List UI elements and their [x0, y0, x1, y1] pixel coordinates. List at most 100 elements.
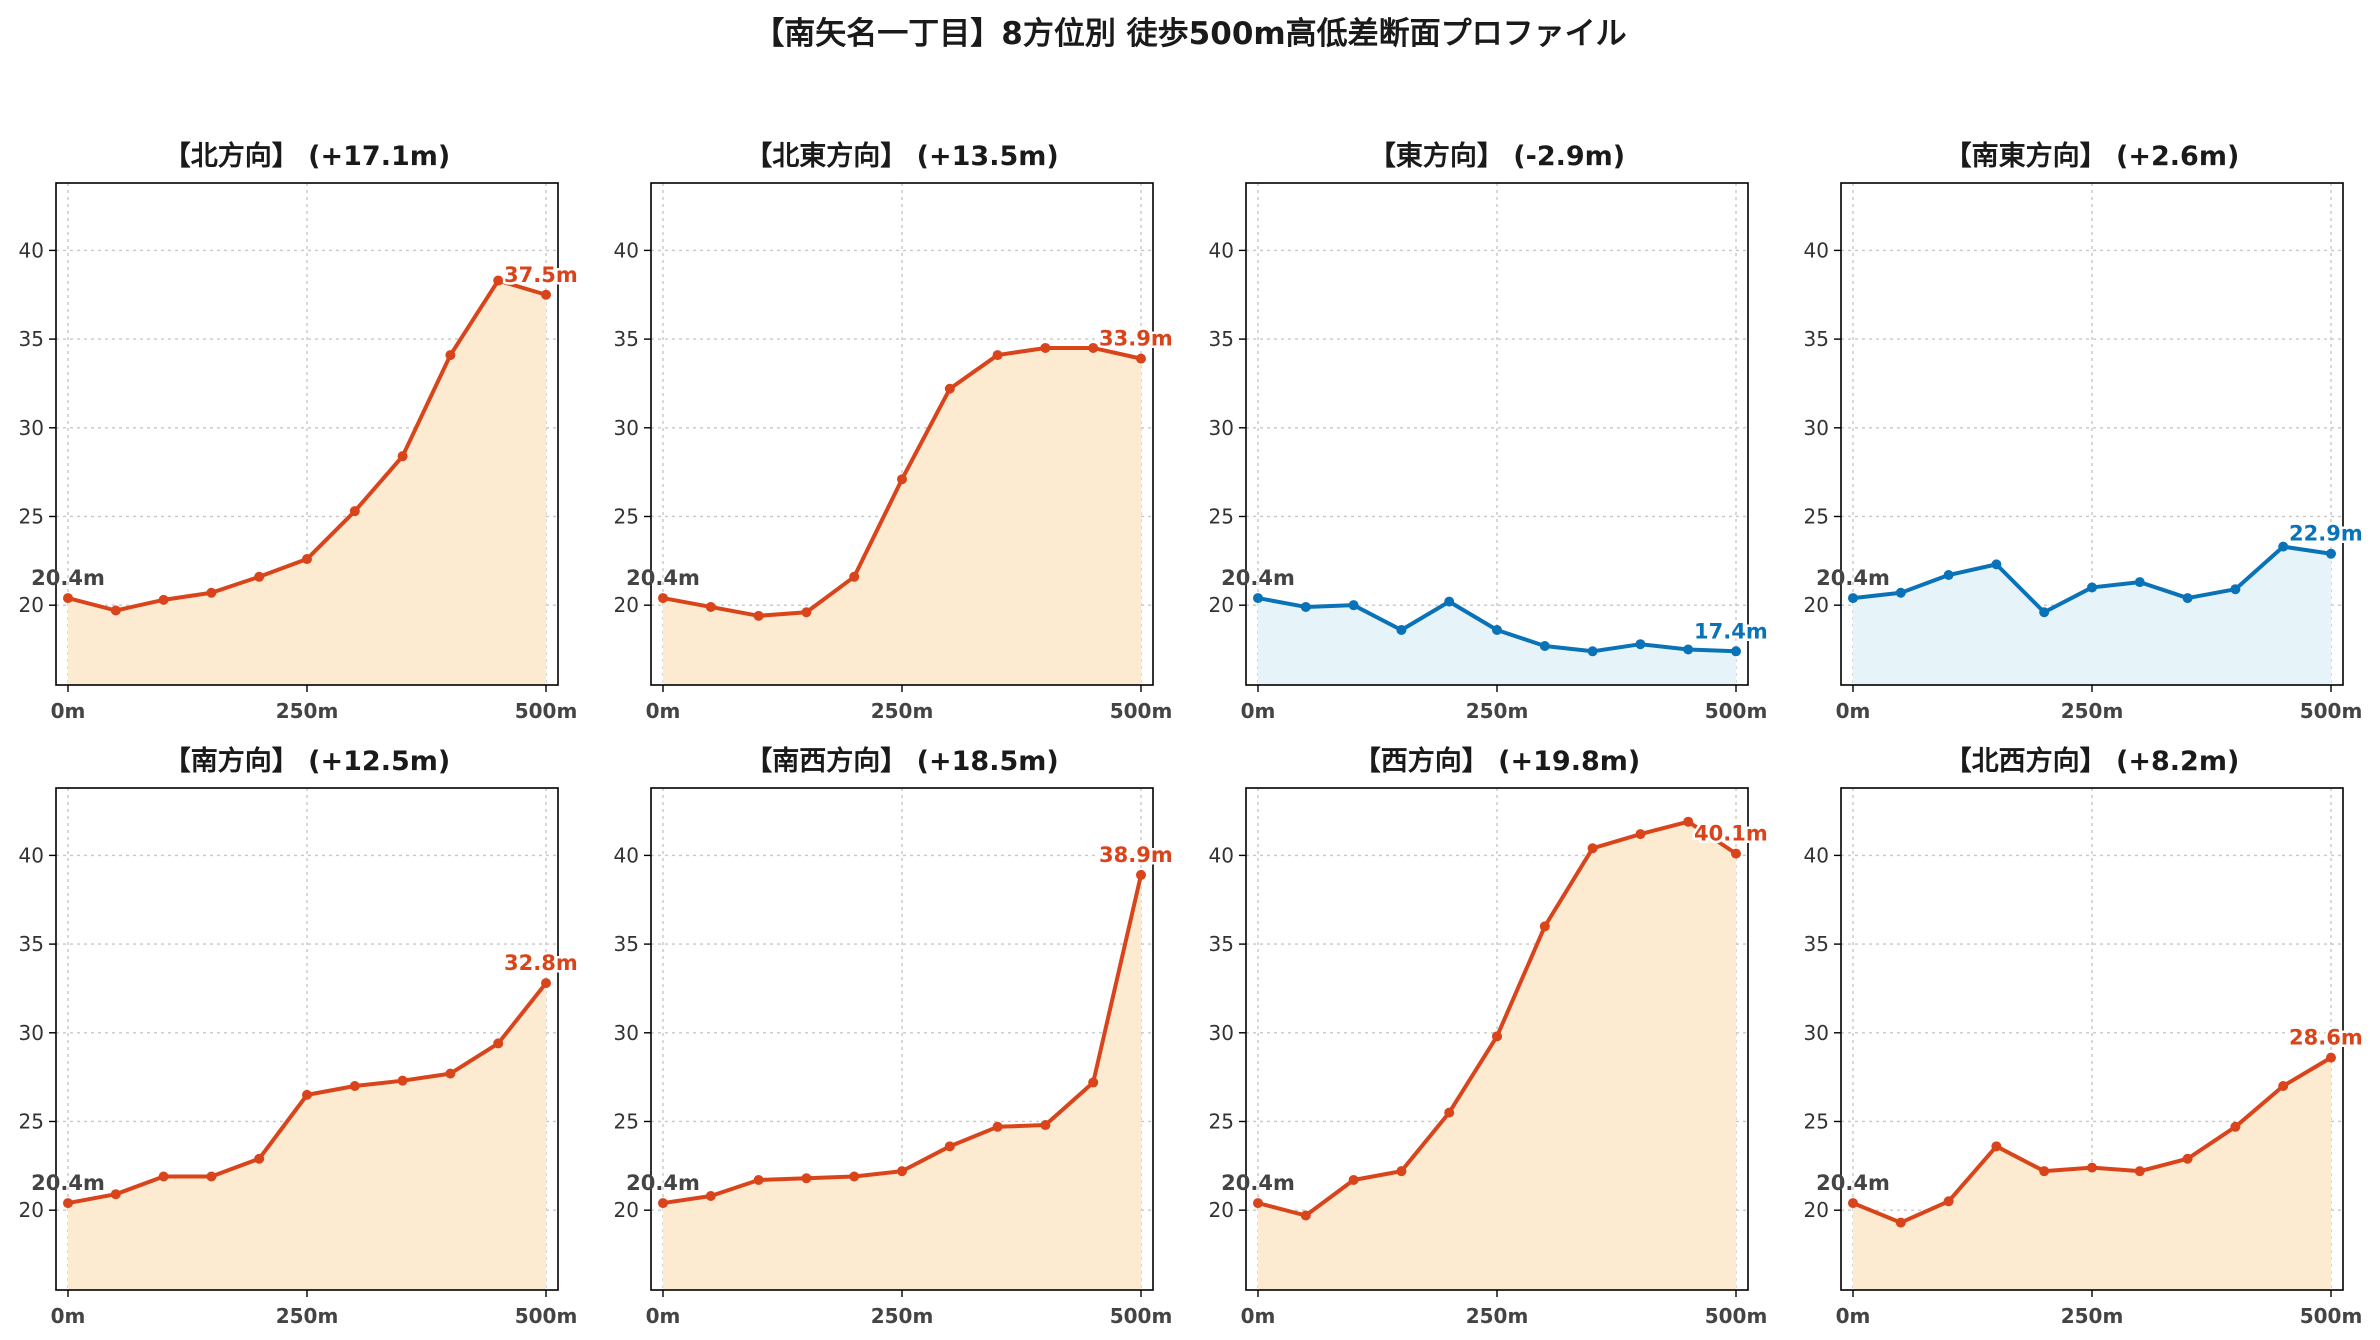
panel-title: 【南方向】 (+12.5m) — [164, 745, 450, 777]
data-point — [2039, 607, 2050, 618]
y-tick-label: 35 — [1209, 932, 1234, 956]
data-point — [801, 607, 812, 618]
data-point — [1848, 593, 1858, 604]
data-point — [1848, 1198, 1858, 1209]
y-tick-label: 20 — [1804, 1198, 1829, 1222]
data-point — [302, 1089, 312, 1100]
profile-area — [68, 280, 546, 685]
data-point — [2326, 1052, 2336, 1063]
y-tick-label: 40 — [614, 843, 639, 867]
profile-panel: 【南東方向】 (+2.6m) 20 25 30 35 40 0m 250m 500m 20.4m 2… — [1804, 140, 2366, 723]
y-tick-label: 20 — [1209, 1198, 1234, 1222]
profile-panel: 【南方向】 (+12.5m) 20 25 30 35 40 0m 250m 500m 20.4m 3… — [19, 745, 581, 1328]
data-point — [63, 1198, 73, 1209]
data-point — [1348, 600, 1359, 611]
y-tick-label: 25 — [1209, 504, 1234, 528]
y-tick-label: 30 — [1209, 1021, 1234, 1045]
data-point — [445, 1068, 456, 1079]
data-point — [753, 1175, 764, 1186]
data-point — [158, 594, 169, 605]
data-point — [1348, 1175, 1359, 1186]
panel-title: 【北方向】 (+17.1m) — [164, 140, 450, 172]
y-tick-label: 35 — [1209, 327, 1234, 351]
data-point — [1253, 593, 1263, 604]
y-tick-label: 25 — [19, 504, 44, 528]
data-point — [1444, 596, 1455, 607]
data-point — [897, 474, 907, 485]
data-point — [2087, 1162, 2097, 1173]
data-point — [2134, 577, 2145, 588]
data-point — [445, 350, 456, 361]
y-tick-label: 30 — [614, 416, 639, 440]
profile-area — [1853, 1057, 2331, 1290]
y-tick-label: 20 — [1804, 593, 1829, 617]
data-point — [493, 1038, 504, 1049]
data-point — [349, 1081, 360, 1092]
data-point — [2182, 1153, 2193, 1164]
data-point — [541, 289, 551, 300]
data-point — [2182, 593, 2193, 604]
profile-area — [1853, 546, 2331, 685]
data-point — [1587, 646, 1598, 657]
data-point — [753, 610, 764, 621]
profile-panel: 【北方向】 (+17.1m) 20 25 30 35 40 0m 250m 500m 20.4m 3… — [19, 140, 581, 723]
x-tick-label: 0m — [646, 1304, 681, 1328]
profile-area — [663, 874, 1141, 1290]
y-tick-label: 40 — [614, 238, 639, 262]
x-tick-label: 0m — [1241, 1304, 1276, 1328]
data-point — [992, 350, 1003, 361]
y-tick-label: 40 — [1209, 843, 1234, 867]
end-elevation-label: 28.6m — [2289, 1026, 2363, 1050]
panel-title: 【東方向】 (-2.9m) — [1369, 140, 1625, 172]
data-point — [1396, 1166, 1407, 1177]
data-point — [1444, 1107, 1455, 1118]
x-tick-label: 500m — [515, 699, 578, 723]
data-point — [1943, 1196, 1954, 1207]
data-point — [849, 1171, 860, 1182]
x-tick-label: 0m — [51, 699, 86, 723]
y-tick-label: 30 — [19, 1021, 44, 1045]
data-point — [1088, 342, 1099, 353]
start-elevation-label: 20.4m — [1221, 1171, 1295, 1195]
data-point — [2039, 1166, 2050, 1177]
profile-area — [1258, 821, 1736, 1290]
data-point — [1731, 848, 1741, 859]
data-point — [397, 451, 408, 462]
data-point — [2230, 1121, 2241, 1132]
data-point — [1492, 1031, 1502, 1042]
data-point — [801, 1173, 812, 1184]
y-tick-label: 30 — [1804, 1021, 1829, 1045]
data-point — [1136, 353, 1146, 364]
figure-title: 【南矢名一丁目】8方位別 徒歩500m高低差断面プロファイル — [753, 16, 1626, 52]
profile-panel: 【東方向】 (-2.9m) 20 25 30 35 40 0m 250m 500m 20.4m 17… — [1209, 140, 1771, 723]
data-point — [1396, 625, 1407, 636]
start-elevation-label: 20.4m — [31, 566, 105, 590]
data-point — [2326, 548, 2336, 559]
data-point — [63, 593, 73, 604]
data-point — [944, 383, 955, 394]
y-tick-label: 25 — [1804, 504, 1829, 528]
data-point — [2087, 582, 2097, 593]
start-elevation-label: 20.4m — [1221, 566, 1295, 590]
data-point — [1300, 1210, 1311, 1221]
data-point — [705, 601, 716, 612]
y-tick-label: 35 — [614, 932, 639, 956]
profile-panel: 【北東方向】 (+13.5m) 20 25 30 35 40 0m 250m 500m 20.4m… — [614, 140, 1176, 723]
y-tick-label: 30 — [614, 1021, 639, 1045]
data-point — [1943, 570, 1954, 581]
data-point — [1587, 843, 1598, 854]
x-tick-label: 250m — [1466, 1304, 1529, 1328]
data-point — [158, 1171, 169, 1182]
data-point — [1136, 869, 1146, 880]
data-point — [1040, 342, 1051, 353]
end-elevation-label: 37.5m — [504, 263, 578, 287]
data-point — [349, 506, 360, 517]
data-point — [2278, 541, 2289, 552]
data-point — [1683, 816, 1694, 827]
data-point — [658, 593, 668, 604]
start-elevation-label: 20.4m — [626, 566, 700, 590]
y-tick-label: 25 — [1804, 1109, 1829, 1133]
y-tick-label: 20 — [19, 593, 44, 617]
